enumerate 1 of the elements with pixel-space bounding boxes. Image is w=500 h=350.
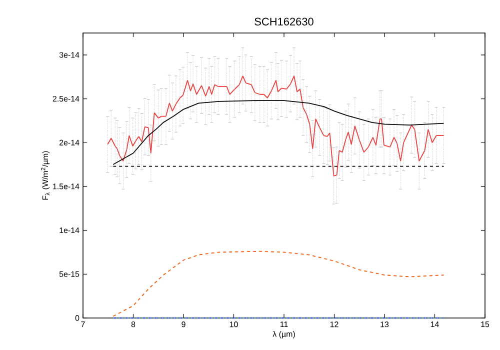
chart-title: SCH162630: [254, 18, 314, 26]
